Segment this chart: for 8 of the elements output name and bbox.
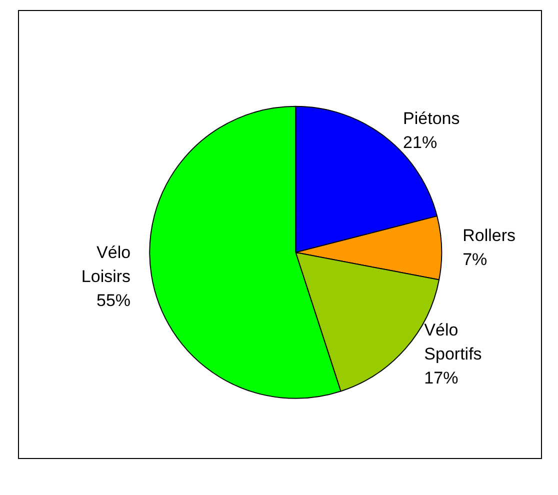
data-label: 21% bbox=[403, 133, 438, 152]
data-label: 55% bbox=[96, 290, 131, 310]
slice-label: Vélo Loisirs bbox=[81, 242, 131, 286]
data-label: 17% bbox=[424, 368, 458, 388]
slice-label: Vélo Sportifs bbox=[424, 320, 482, 364]
slice-label: Rollers bbox=[462, 226, 516, 246]
slice-label: Piétons bbox=[403, 109, 460, 128]
data-label: 7% bbox=[462, 250, 488, 270]
